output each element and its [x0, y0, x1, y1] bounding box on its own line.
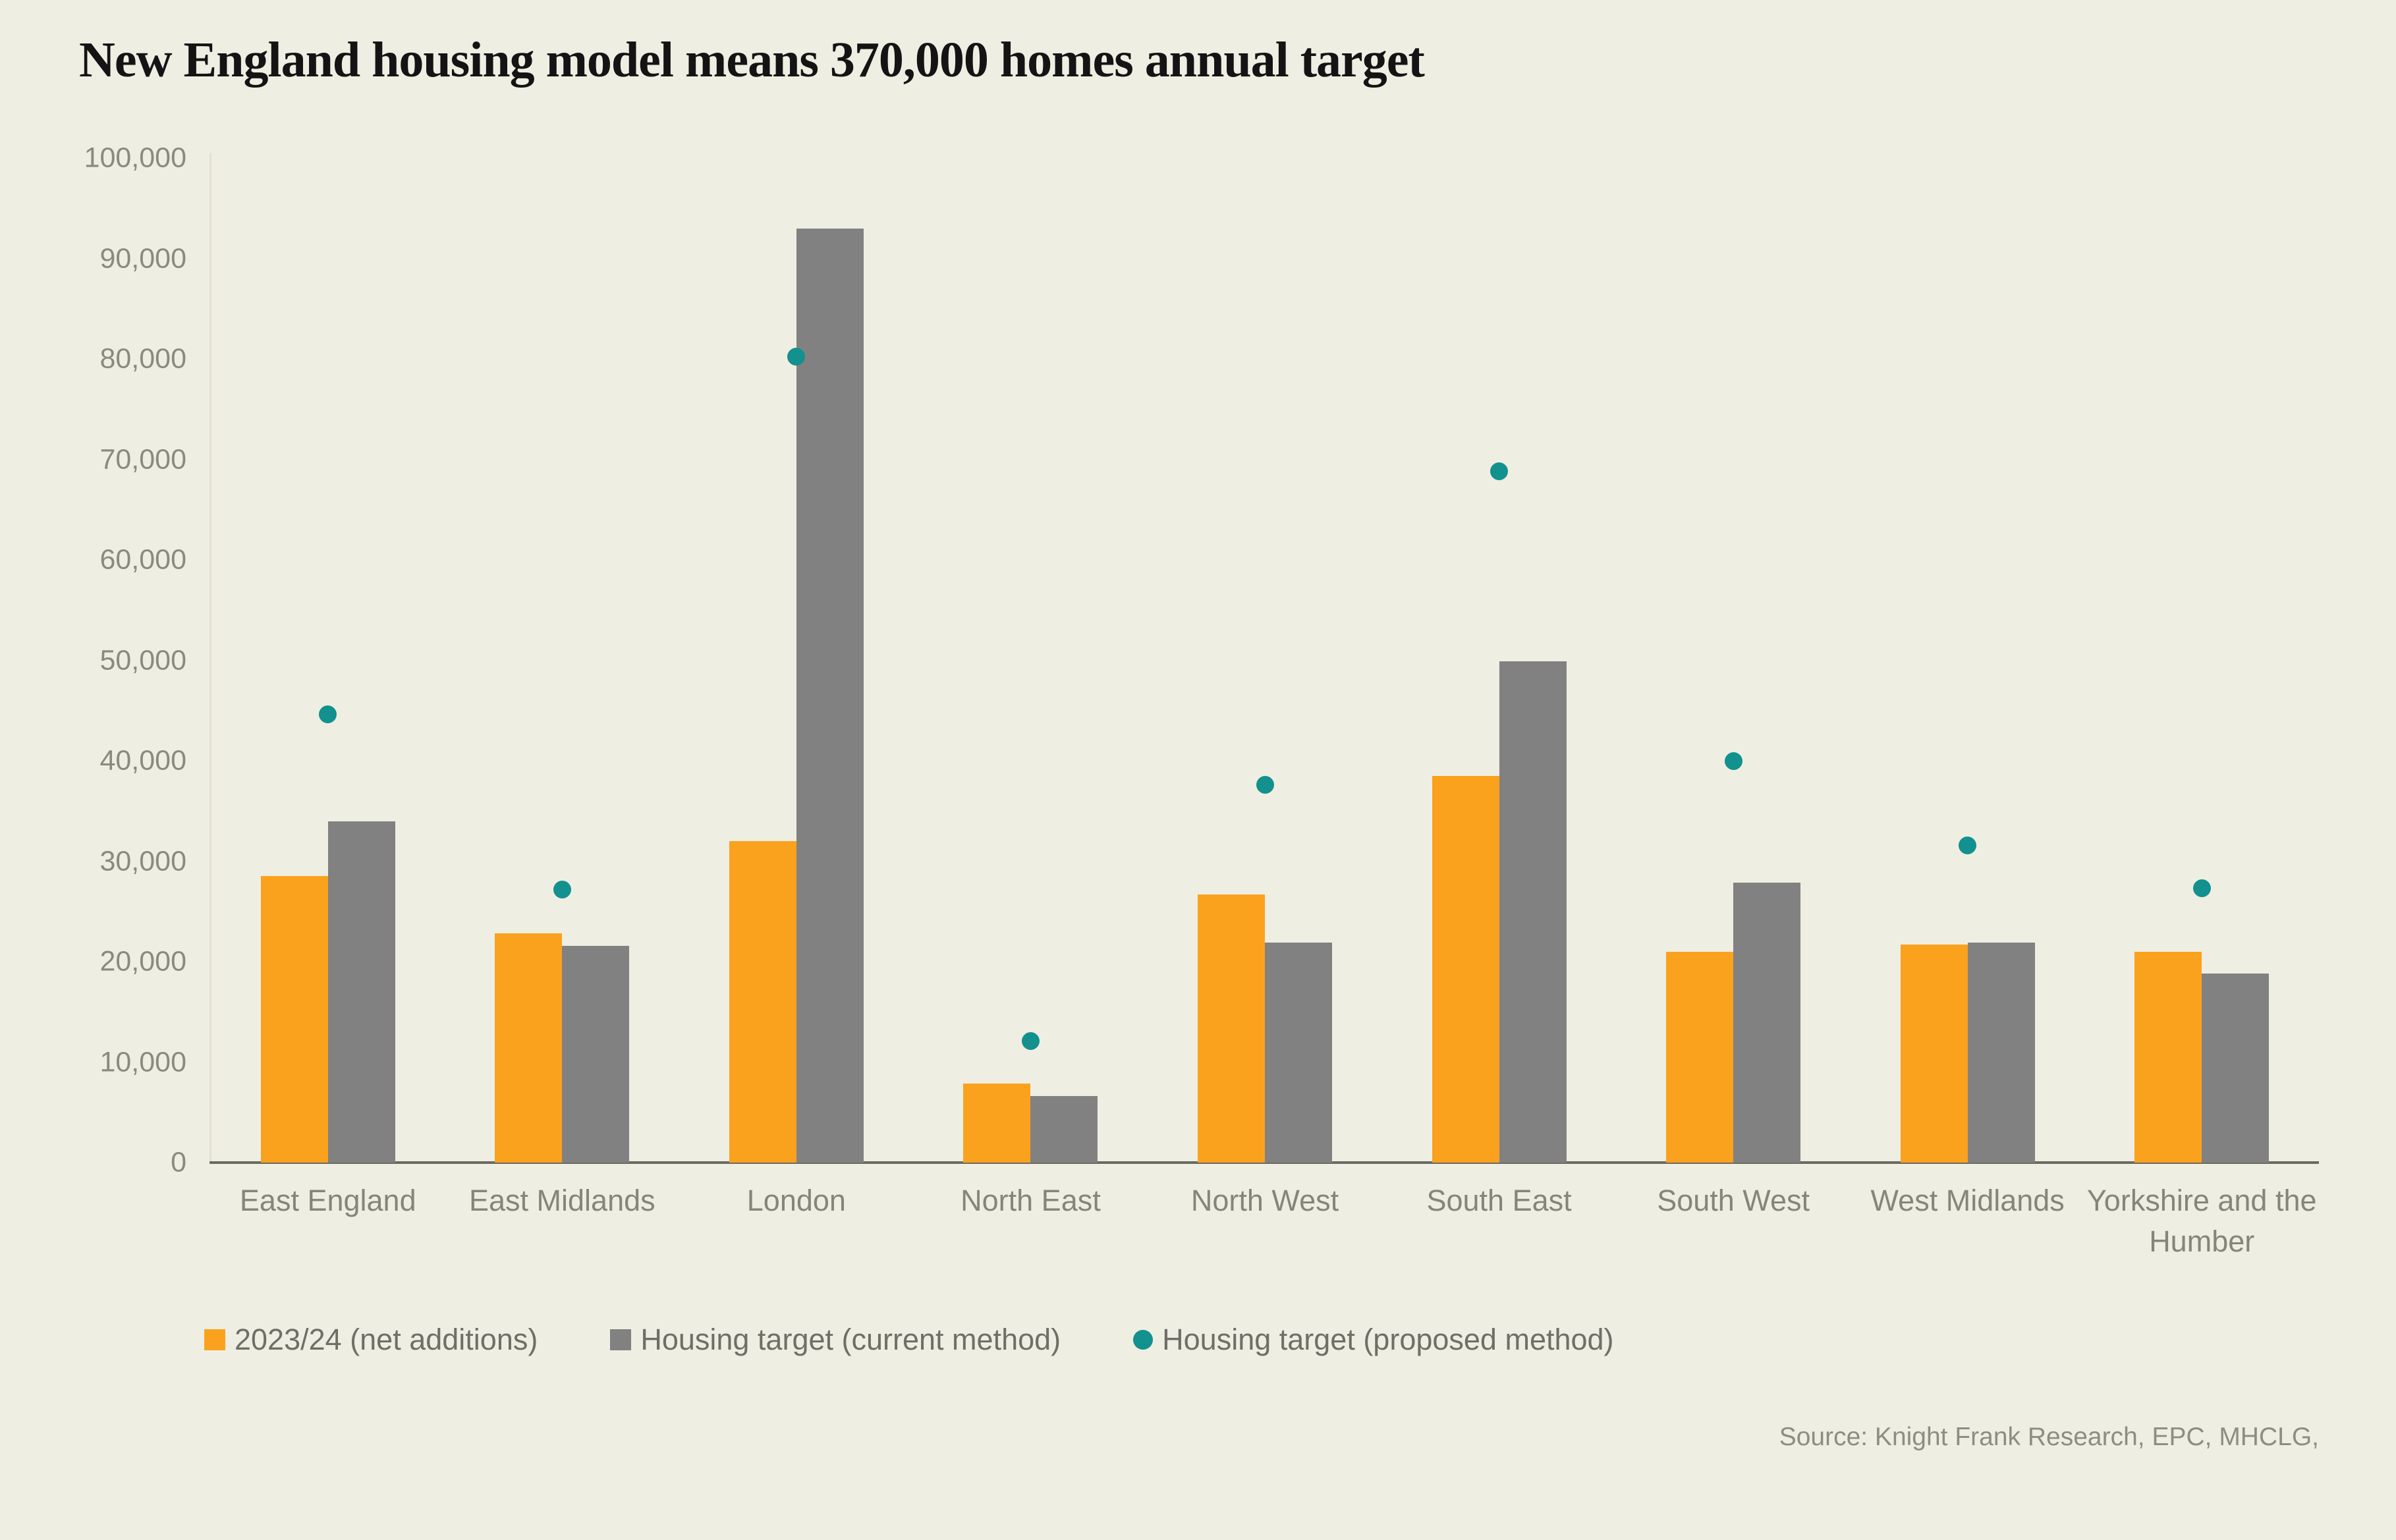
- bar-2023-24-net-additions-west-midlands: [1900, 945, 1968, 1163]
- bar-2023-24-net-additions-yorkshire-and-the-humber: [2134, 951, 2202, 1163]
- legend-item-2023-24-net-additions: 2023/24 (net additions): [204, 1323, 538, 1357]
- bar-housing-target-current-method-west-midlands: [1967, 943, 2035, 1163]
- point-housing-target-proposed-method-south-west: [1724, 752, 1742, 770]
- y-axis-tick-label-90000: 90,000: [99, 242, 186, 274]
- x-axis-label-london: London: [746, 1184, 846, 1217]
- legend-label: Housing target (proposed method): [1162, 1323, 1614, 1356]
- point-housing-target-proposed-method-east-midlands: [553, 880, 571, 898]
- x-axis-label-north-east: North East: [961, 1184, 1101, 1217]
- y-axis-tick-label-100000: 100,000: [84, 142, 186, 174]
- point-housing-target-proposed-method-north-west: [1256, 776, 1274, 794]
- y-axis-tick-label-20000: 20,000: [99, 945, 186, 977]
- bar-2023-24-net-additions-north-west: [1198, 894, 1265, 1163]
- point-housing-target-proposed-method-london: [787, 348, 806, 366]
- legend: 2023/24 (net additions) Housing target (c…: [204, 1323, 1614, 1357]
- y-axis-tick-label-30000: 30,000: [99, 845, 186, 877]
- legend-item-housing-target-proposed-method: Housing target (proposed method): [1133, 1323, 1614, 1357]
- point-housing-target-proposed-method-yorkshire-and-the-humber: [2192, 879, 2211, 898]
- y-axis-line: [209, 153, 211, 1163]
- legend-label: Housing target (current method): [640, 1323, 1061, 1356]
- legend-square-icon: [610, 1329, 632, 1350]
- y-axis-tick-label-50000: 50,000: [99, 644, 186, 676]
- bar-2023-24-net-additions-east-england: [260, 876, 328, 1163]
- y-axis-tick-label-70000: 70,000: [99, 443, 186, 475]
- bar-housing-target-current-method-london: [796, 228, 864, 1163]
- bar-housing-target-current-method-east-midlands: [562, 945, 630, 1163]
- x-axis-label-west-midlands: West Midlands: [1870, 1184, 2065, 1217]
- bar-2023-24-net-additions-south-east: [1432, 775, 1499, 1163]
- point-housing-target-proposed-method-east-england: [319, 705, 337, 724]
- y-axis-tick-label-0: 0: [171, 1146, 186, 1178]
- bar-housing-target-current-method-north-west: [1265, 943, 1332, 1163]
- source-credit: Source: Knight Frank Research, EPC, MHCL…: [1779, 1423, 2319, 1451]
- bar-2023-24-net-additions-east-midlands: [495, 933, 563, 1163]
- x-axis-label-yorkshire-and-the-humber: Yorkshire and the Humber: [2086, 1184, 2317, 1258]
- bar-2023-24-net-additions-south-west: [1666, 951, 1734, 1163]
- y-axis-tick-label-80000: 80,000: [99, 343, 186, 375]
- bar-2023-24-net-additions-london: [729, 841, 796, 1163]
- x-axis-label-south-west: South West: [1657, 1184, 1810, 1217]
- x-axis-label-north-west: North West: [1190, 1184, 1339, 1217]
- legend-circle-icon: [1133, 1330, 1154, 1350]
- x-axis-baseline: [209, 1161, 2319, 1164]
- x-axis-label-south-east: South East: [1426, 1184, 1572, 1217]
- chart-title: New England housing model means 370,000 …: [79, 32, 1425, 88]
- bar-housing-target-current-method-yorkshire-and-the-humber: [2202, 974, 2270, 1163]
- x-axis-label-east-england: East England: [239, 1184, 416, 1217]
- bar-housing-target-current-method-east-england: [327, 821, 395, 1163]
- legend-label: 2023/24 (net additions): [235, 1323, 538, 1356]
- point-housing-target-proposed-method-north-east: [1021, 1031, 1040, 1050]
- bar-housing-target-current-method-south-west: [1733, 882, 1801, 1163]
- y-axis-tick-label-40000: 40,000: [99, 744, 186, 777]
- bar-housing-target-current-method-north-east: [1030, 1096, 1098, 1163]
- point-housing-target-proposed-method-west-midlands: [1959, 836, 1977, 854]
- y-axis-tick-label-60000: 60,000: [99, 543, 186, 576]
- y-axis-tick-label-10000: 10,000: [99, 1046, 186, 1078]
- point-housing-target-proposed-method-south-east: [1490, 462, 1509, 481]
- legend-item-housing-target-current-method: Housing target (current method): [610, 1323, 1061, 1357]
- legend-square-icon: [204, 1329, 225, 1350]
- x-axis-label-east-midlands: East Midlands: [469, 1184, 655, 1217]
- bar-2023-24-net-additions-north-east: [963, 1083, 1031, 1163]
- bar-housing-target-current-method-south-east: [1499, 661, 1567, 1163]
